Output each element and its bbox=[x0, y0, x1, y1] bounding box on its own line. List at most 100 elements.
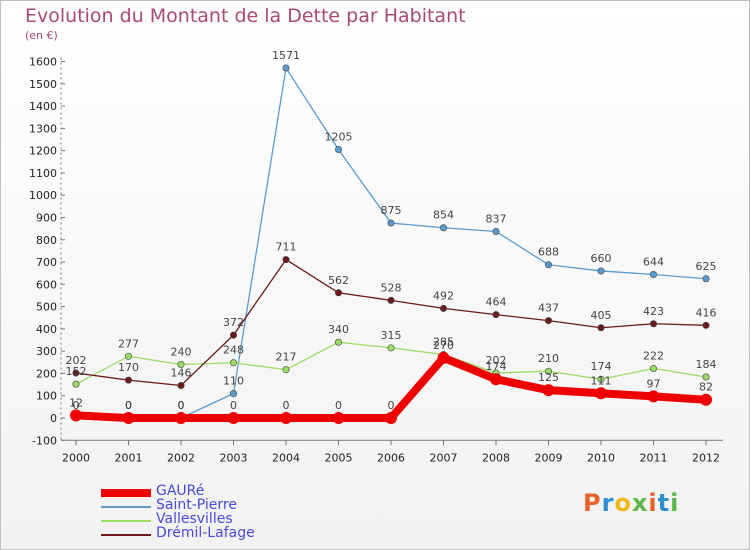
data-point bbox=[280, 412, 292, 424]
data-point bbox=[649, 320, 657, 328]
legend-swatch bbox=[101, 489, 151, 497]
y-tick-label: 600 bbox=[36, 278, 57, 291]
data-point bbox=[702, 373, 710, 381]
data-point bbox=[544, 367, 552, 375]
data-point bbox=[70, 409, 82, 422]
data-label: 688 bbox=[538, 246, 559, 259]
data-label: 0 bbox=[335, 399, 342, 412]
data-label: 146 bbox=[171, 366, 192, 379]
x-tick-label: 2008 bbox=[482, 451, 510, 464]
data-point bbox=[544, 317, 552, 325]
data-label: 644 bbox=[643, 256, 664, 269]
data-point bbox=[227, 412, 240, 424]
data-point bbox=[385, 412, 397, 424]
data-label: 492 bbox=[433, 289, 454, 302]
y-tick-label: 800 bbox=[36, 234, 57, 247]
data-label: 0 bbox=[125, 399, 132, 412]
x-tick-label: 2003 bbox=[220, 451, 248, 464]
data-point bbox=[230, 331, 238, 339]
data-label: 111 bbox=[591, 374, 612, 387]
x-tick-label: 2009 bbox=[535, 451, 563, 464]
data-point bbox=[437, 351, 450, 364]
data-label: 277 bbox=[118, 337, 139, 350]
data-point bbox=[649, 365, 657, 373]
data-label: 0 bbox=[283, 399, 290, 412]
data-label: 1205 bbox=[325, 131, 353, 144]
data-label: 1571 bbox=[272, 49, 300, 62]
data-point bbox=[544, 261, 552, 269]
y-tick-label: 500 bbox=[36, 301, 57, 314]
data-label: 210 bbox=[538, 352, 559, 365]
data-point bbox=[175, 412, 187, 424]
data-point bbox=[597, 324, 605, 332]
data-point bbox=[702, 275, 710, 283]
y-tick-label: 1000 bbox=[29, 189, 57, 202]
data-label: 285 bbox=[433, 336, 454, 349]
y-tick-label: 1300 bbox=[29, 122, 57, 135]
logo-letter: x bbox=[631, 489, 649, 517]
data-label: 174 bbox=[486, 360, 507, 373]
y-tick-label: -100 bbox=[32, 434, 57, 447]
data-point bbox=[647, 390, 660, 403]
data-label: 416 bbox=[696, 306, 717, 319]
data-point bbox=[334, 146, 342, 154]
data-point bbox=[72, 380, 80, 388]
data-label: 0 bbox=[125, 399, 132, 412]
data-point bbox=[387, 296, 395, 304]
y-tick-label: 200 bbox=[36, 367, 57, 380]
data-label: 437 bbox=[538, 302, 559, 315]
data-point bbox=[282, 64, 290, 72]
data-label: 464 bbox=[486, 296, 507, 309]
axes: -100010020030040050060070080090010001100… bbox=[29, 56, 723, 464]
logo-letter: t bbox=[657, 489, 671, 517]
x-tick-label: 2011 bbox=[640, 451, 668, 464]
data-point bbox=[230, 359, 238, 367]
chart-title: Evolution du Montant de la Dette par Hab… bbox=[25, 5, 466, 27]
legend-label: Saint-Pierre bbox=[156, 497, 237, 513]
y-tick-label: 100 bbox=[36, 390, 57, 403]
data-point bbox=[597, 267, 605, 275]
data-point bbox=[492, 228, 500, 236]
x-tick-label: 2000 bbox=[62, 451, 90, 464]
logo-letter: i bbox=[648, 489, 658, 517]
data-label: 0 bbox=[73, 399, 80, 412]
x-tick-label: 2002 bbox=[167, 451, 195, 464]
logo-letter: P bbox=[583, 489, 602, 517]
data-label: 217 bbox=[276, 351, 297, 364]
logo-letter: r bbox=[601, 489, 615, 517]
data-label: 562 bbox=[328, 274, 349, 287]
data-label: 0 bbox=[178, 399, 185, 412]
y-tick-label: 700 bbox=[36, 256, 57, 269]
data-label: 372 bbox=[223, 316, 244, 329]
data-label: 854 bbox=[433, 209, 454, 222]
y-tick-label: 1400 bbox=[29, 100, 57, 113]
data-point bbox=[72, 369, 80, 377]
data-label: 202 bbox=[486, 354, 507, 367]
data-point bbox=[230, 389, 238, 397]
data-label: 405 bbox=[591, 309, 612, 322]
data-point bbox=[177, 381, 185, 389]
proxiti-logo: Proxiti bbox=[583, 489, 679, 517]
legend-label: Vallesvilles bbox=[156, 511, 233, 527]
x-tick-label: 2005 bbox=[325, 451, 353, 464]
data-point bbox=[125, 352, 133, 360]
data-point bbox=[439, 224, 447, 232]
chart-subtitle: (en €) bbox=[25, 29, 58, 42]
y-tick-label: 0 bbox=[50, 412, 57, 425]
data-label: 270 bbox=[433, 339, 454, 352]
data-point bbox=[332, 412, 345, 424]
data-label: 125 bbox=[538, 371, 559, 384]
x-tick-label: 2001 bbox=[115, 451, 143, 464]
data-label: 248 bbox=[223, 344, 244, 357]
data-point bbox=[439, 304, 447, 312]
data-label: 82 bbox=[699, 381, 713, 394]
data-label: 170 bbox=[118, 361, 139, 374]
series-lines bbox=[70, 64, 712, 424]
data-point bbox=[122, 412, 135, 424]
x-tick-label: 2006 bbox=[377, 451, 405, 464]
y-tick-label: 1100 bbox=[29, 167, 57, 180]
data-label: 0 bbox=[388, 399, 395, 412]
